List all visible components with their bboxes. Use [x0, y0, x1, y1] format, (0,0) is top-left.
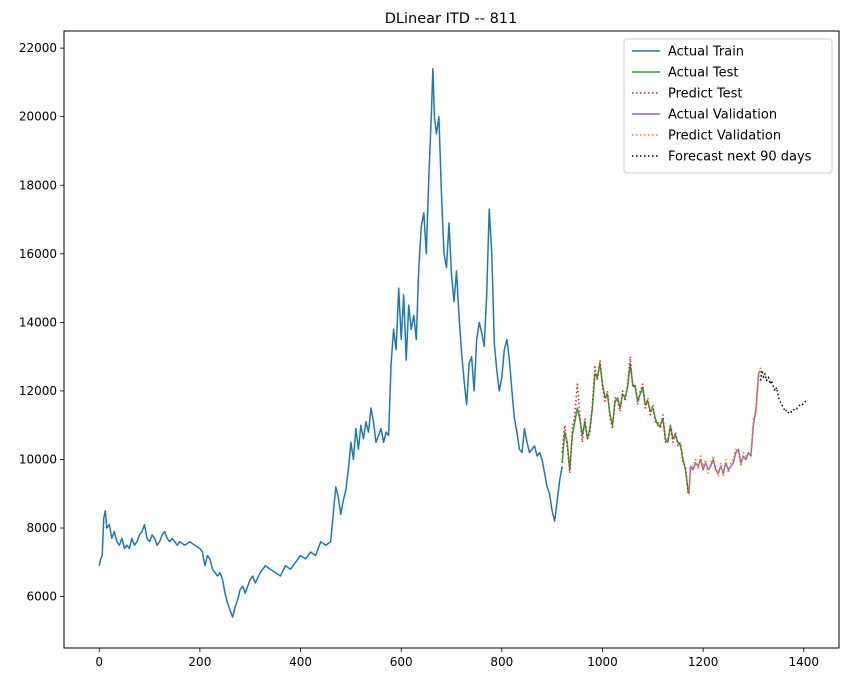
chart-title: DLinear ITD -- 811: [385, 11, 518, 27]
legend-box: [623, 38, 833, 174]
series-line-predict-validation: [688, 366, 762, 491]
y-tick-label: 16000: [19, 247, 57, 261]
legend-label-actual-test: Actual Test: [668, 66, 738, 81]
x-tick-label: 1400: [788, 655, 819, 669]
y-tick-label: 12000: [19, 384, 57, 398]
x-tick-label: 600: [390, 655, 413, 669]
x-axis: 0 200 400 600 800 1000 1200 1400: [95, 648, 819, 669]
y-tick-label: 18000: [19, 178, 57, 192]
series-line-actual-train: [98, 67, 563, 618]
x-tick-label: 0: [95, 655, 103, 669]
x-tick-label: 800: [490, 655, 513, 669]
x-tick-label: 1200: [688, 655, 719, 669]
y-tick-label: 20000: [19, 110, 57, 124]
y-axis: 6000 8000 10000 12000 14000 16000 18000 20000 22…: [19, 41, 64, 604]
legend-label-forecast-next-90-days: Forecast next 90 days: [668, 150, 812, 165]
legend-label-actual-validation: Actual Validation: [668, 108, 777, 123]
x-tick-label: 400: [289, 655, 312, 669]
legend: Actual Train Actual Test Predict Test Actua…: [623, 38, 833, 174]
legend-label-actual-train: Actual Train: [668, 45, 744, 60]
y-tick-label: 22000: [19, 41, 57, 55]
x-tick-label: 200: [188, 655, 211, 669]
x-tick-label: 1000: [587, 655, 618, 669]
series-lines: [98, 67, 807, 618]
y-tick-label: 10000: [19, 452, 57, 466]
y-tick-label: 8000: [26, 521, 57, 535]
y-tick-label: 6000: [26, 590, 57, 604]
legend-label-predict-test: Predict Test: [668, 87, 743, 102]
y-tick-label: 14000: [19, 315, 57, 329]
legend-label-predict-validation: Predict Validation: [668, 129, 781, 144]
plot-area: [63, 30, 840, 649]
